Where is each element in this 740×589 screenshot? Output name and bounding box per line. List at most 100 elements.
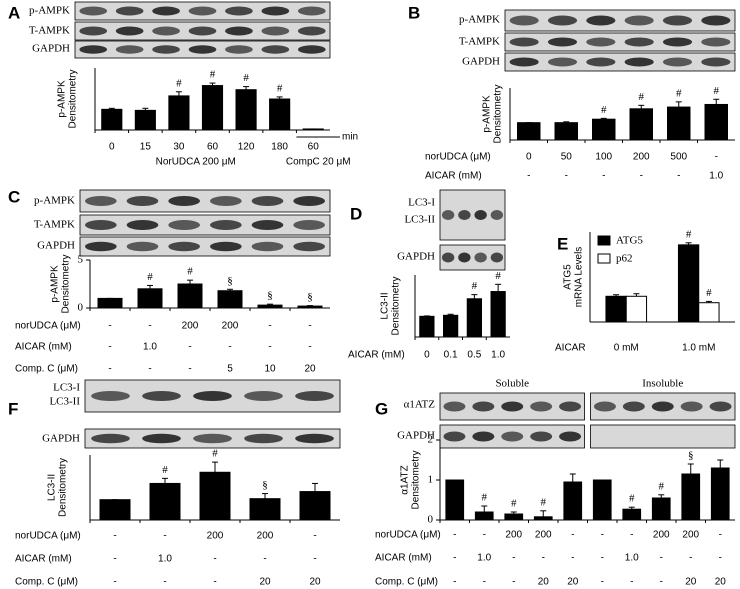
condition-value: 1.0 <box>709 171 723 182</box>
condition-value: - <box>113 554 116 565</box>
condition-value: - <box>163 531 166 542</box>
bar <box>504 513 524 521</box>
y-axis-label: Densitometry <box>58 458 69 517</box>
condition-value: - <box>108 364 111 375</box>
blot-band <box>293 196 325 206</box>
significance: § <box>307 291 313 303</box>
significance: § <box>262 479 268 491</box>
condition-value: - <box>453 553 456 564</box>
condition-value: - <box>689 553 692 564</box>
y-axis-label: p-AMPK <box>50 265 61 303</box>
x-tick-label: 30 <box>173 142 185 153</box>
bar <box>235 89 257 131</box>
significance: # <box>277 82 283 94</box>
bar <box>466 298 482 338</box>
blot-band <box>152 45 180 54</box>
blot-label: GAPDH <box>397 251 435 263</box>
blot-band <box>530 401 553 412</box>
condition-value: - <box>268 342 271 353</box>
condition-value: 20 <box>304 364 316 375</box>
blot-band <box>91 391 130 401</box>
condition-value: 1.0 <box>491 350 505 361</box>
condition-name: norUDCA (μM) <box>15 531 81 542</box>
blot-band <box>443 431 466 442</box>
blot-band <box>651 401 674 412</box>
condition-value: - <box>188 364 191 375</box>
blot-band <box>662 15 693 26</box>
blot-band <box>188 26 217 36</box>
condition-value: 200 <box>182 321 199 332</box>
blot-label: GAPDH <box>462 56 500 68</box>
condition-value: - <box>512 553 515 564</box>
blot-band <box>509 37 539 47</box>
blot-band <box>293 220 325 230</box>
bar <box>533 516 553 521</box>
blot-band <box>490 252 504 263</box>
blot-band <box>441 210 455 220</box>
significance: # <box>639 91 645 103</box>
blot-band <box>624 57 654 67</box>
bar <box>101 108 123 131</box>
blot <box>590 424 736 449</box>
bar <box>605 295 627 323</box>
bar <box>592 479 612 521</box>
bar <box>257 304 283 309</box>
condition-value: 1.0 <box>625 553 639 564</box>
condition-value: 200 <box>257 531 274 542</box>
y-axis-label: α1ATZ <box>400 465 411 495</box>
bar <box>177 283 203 309</box>
blot-band <box>472 431 495 442</box>
blot-band <box>251 196 284 206</box>
legend-label: ATG5 <box>616 235 643 247</box>
blot-band <box>701 15 731 26</box>
blot-band <box>297 6 326 16</box>
blot-band <box>559 401 582 412</box>
x-tick-label: 0 <box>109 142 115 153</box>
blot-band <box>295 391 334 401</box>
significance: # <box>472 280 478 292</box>
blot-header: Insoluble <box>642 378 683 390</box>
x-unit: min <box>342 132 358 143</box>
blot-band <box>85 241 117 252</box>
x-tick-label: 60 <box>308 142 320 153</box>
condition-value: 0.1 <box>444 350 458 361</box>
condition-name: AICAR (mM) <box>348 350 405 361</box>
significance: # <box>676 87 682 99</box>
condition-name: norUDCA (μM) <box>15 321 81 332</box>
blot-band <box>295 433 334 444</box>
blot-label: T-AMPK <box>29 25 70 37</box>
blot <box>79 236 331 257</box>
blot-band <box>126 196 159 206</box>
blot-band <box>225 6 253 16</box>
blot-band <box>547 37 578 47</box>
y-axis-label: LC3-II <box>380 292 391 319</box>
condition-value: - <box>308 342 311 353</box>
bar <box>622 508 642 521</box>
blot-band <box>225 45 253 54</box>
condition-value: - <box>228 342 231 353</box>
bar <box>217 290 243 309</box>
blot-band <box>142 391 181 401</box>
condition-value: - <box>108 321 111 332</box>
bar <box>698 302 720 323</box>
x-tick-label: 180 <box>271 142 288 153</box>
condition-value: 10 <box>264 364 276 375</box>
blot-band <box>126 220 159 230</box>
condition-value: - <box>213 577 216 588</box>
significance: # <box>714 85 720 97</box>
bar <box>517 122 541 141</box>
condition-value: 200 <box>535 530 552 541</box>
x-tick-label: 60 <box>207 142 219 153</box>
blot-band <box>662 57 693 67</box>
blot-band <box>680 401 703 412</box>
bar <box>704 103 728 141</box>
blot-band <box>547 57 578 67</box>
blot <box>504 9 736 32</box>
blot <box>504 52 736 72</box>
blot-band <box>193 433 232 444</box>
significance: # <box>210 69 216 81</box>
blot-band <box>261 45 290 54</box>
condition-value: - <box>313 531 316 542</box>
blot-band <box>79 26 108 36</box>
condition-value: - <box>542 553 545 564</box>
